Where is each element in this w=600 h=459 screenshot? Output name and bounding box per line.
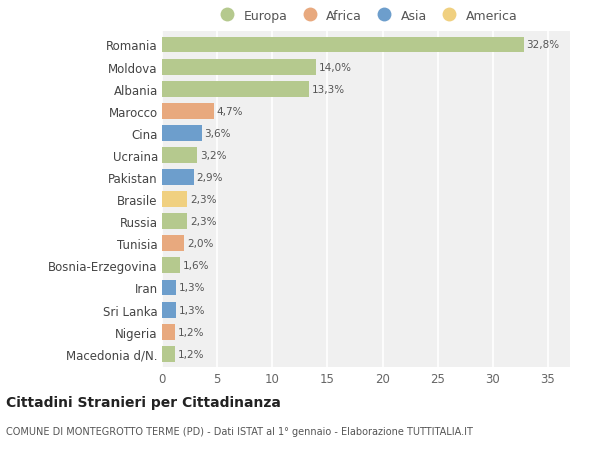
Bar [162, 192, 187, 207]
Text: 2,3%: 2,3% [190, 217, 217, 227]
Text: 1,6%: 1,6% [182, 261, 209, 271]
Text: 2,0%: 2,0% [187, 239, 213, 249]
Text: Cittadini Stranieri per Cittadinanza: Cittadini Stranieri per Cittadinanza [6, 395, 281, 409]
Bar [162, 104, 214, 119]
Text: 1,2%: 1,2% [178, 327, 205, 337]
Bar [162, 170, 194, 185]
Text: 1,3%: 1,3% [179, 283, 206, 293]
Text: 3,6%: 3,6% [205, 129, 231, 139]
Bar [162, 214, 187, 230]
Text: COMUNE DI MONTEGROTTO TERME (PD) - Dati ISTAT al 1° gennaio - Elaborazione TUTTI: COMUNE DI MONTEGROTTO TERME (PD) - Dati … [6, 426, 473, 436]
Text: 14,0%: 14,0% [319, 62, 352, 73]
Text: 13,3%: 13,3% [311, 84, 344, 95]
Legend: Europa, Africa, Asia, America: Europa, Africa, Asia, America [215, 10, 517, 22]
Bar [162, 302, 176, 318]
Text: 4,7%: 4,7% [217, 106, 243, 117]
Bar [162, 258, 179, 274]
Text: 2,3%: 2,3% [190, 195, 217, 205]
Text: 32,8%: 32,8% [526, 40, 560, 50]
Bar [162, 324, 175, 340]
Bar [162, 148, 197, 163]
Bar [162, 280, 176, 296]
Text: 1,2%: 1,2% [178, 349, 205, 359]
Bar [162, 236, 184, 252]
Bar [162, 82, 308, 97]
Bar [162, 60, 316, 75]
Text: 2,9%: 2,9% [197, 173, 223, 183]
Text: 1,3%: 1,3% [179, 305, 206, 315]
Bar [162, 126, 202, 141]
Text: 3,2%: 3,2% [200, 151, 227, 161]
Bar [162, 38, 524, 53]
Bar [162, 346, 175, 362]
